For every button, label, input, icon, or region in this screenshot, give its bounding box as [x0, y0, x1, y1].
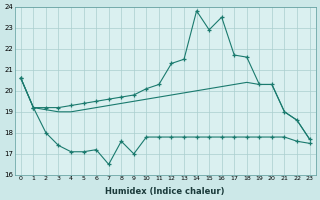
X-axis label: Humidex (Indice chaleur): Humidex (Indice chaleur) [106, 187, 225, 196]
